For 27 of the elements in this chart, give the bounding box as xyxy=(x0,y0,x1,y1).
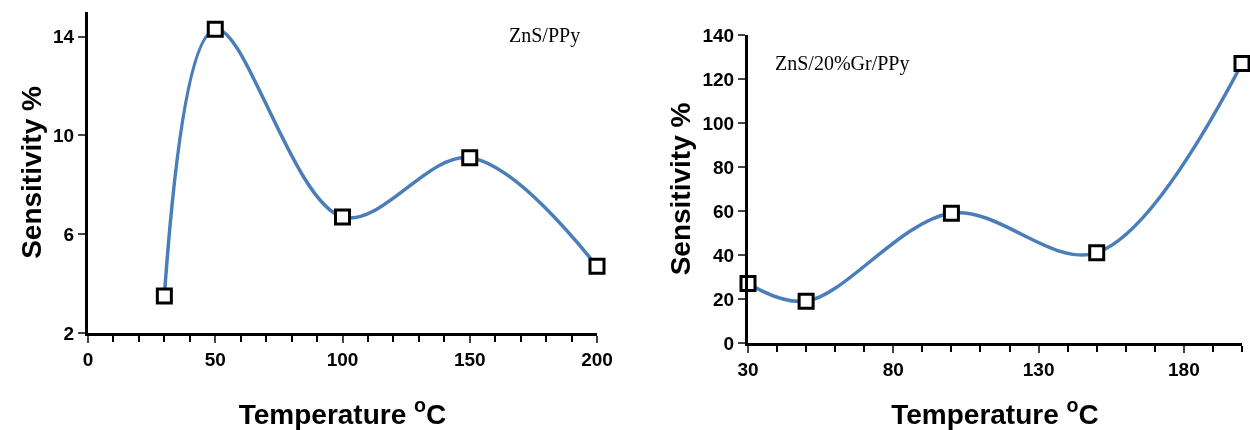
y-axis-title: Sensitivity % xyxy=(15,86,47,259)
x-tick-label: 180 xyxy=(1168,358,1200,380)
y-tick-label: 6 xyxy=(63,223,75,245)
x-tick-label: 150 xyxy=(453,348,486,370)
y-tick-label: 80 xyxy=(713,156,735,178)
y-tick-label: 20 xyxy=(713,288,735,310)
y-axis-title: Sensitivity % xyxy=(665,102,697,276)
y-tick-label: 10 xyxy=(53,125,75,147)
x-tick-label: 80 xyxy=(882,358,904,380)
y-tick-label: 60 xyxy=(713,200,735,222)
x-axis-title: Temperature $^{o}$C xyxy=(238,394,447,430)
y-tick-label: 140 xyxy=(702,24,735,46)
x-tick-label: 200 xyxy=(581,348,613,370)
x-tick-label: 30 xyxy=(737,358,759,380)
y-tick-label: 40 xyxy=(713,244,735,266)
annotation: ZnS/20%Gr/PPy xyxy=(775,52,910,75)
y-tick-label: 100 xyxy=(702,112,735,134)
x-tick-label: 0 xyxy=(82,348,94,370)
annotation: ZnS/PPy xyxy=(509,24,581,47)
x-tick-label: 130 xyxy=(1022,358,1055,380)
y-tick-label: 120 xyxy=(702,68,735,90)
y-tick-label: 0 xyxy=(723,332,735,354)
y-tick-label: 14 xyxy=(53,26,75,48)
y-tick-label: 2 xyxy=(63,322,75,344)
x-axis-title: Temperature $^{o}$C xyxy=(891,394,1099,430)
x-tick-label: 50 xyxy=(204,348,226,370)
x-tick-label: 100 xyxy=(326,348,359,370)
